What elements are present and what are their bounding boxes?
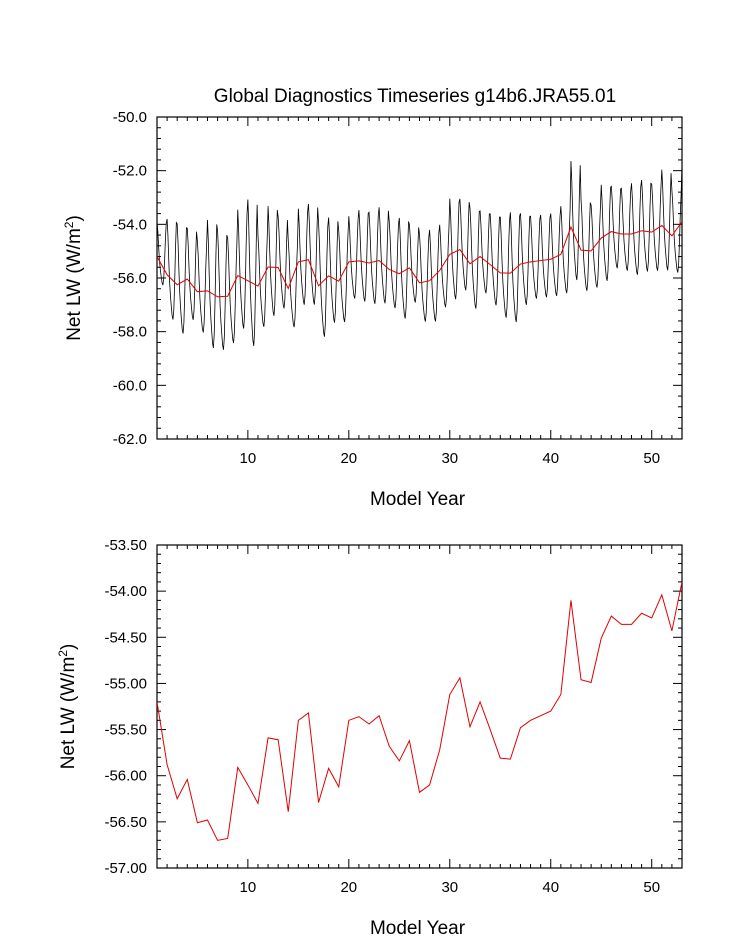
plot-frame bbox=[156, 544, 683, 869]
x-tick-label: 50 bbox=[643, 879, 660, 896]
x-tick-label: 40 bbox=[542, 450, 559, 467]
y-tick-label: -55.50 bbox=[104, 722, 147, 739]
x-tick-label: 50 bbox=[643, 450, 660, 467]
x-tick-label: 40 bbox=[542, 879, 559, 896]
y-axis-label-close: ) bbox=[64, 215, 85, 221]
bottom-panel: 10 20 30 40 50 -57.00 -56.50 -56.00 -55.50 -55.00… bbox=[56, 537, 683, 939]
y-tick-label: -55.00 bbox=[104, 675, 147, 692]
y-axis-label-superscript: 2 bbox=[56, 650, 70, 657]
x-tick-label: 20 bbox=[340, 450, 357, 467]
y-tick-label: -56.00 bbox=[104, 768, 147, 785]
y-tick-label: -56.0 bbox=[113, 270, 147, 287]
y-axis-label-main: Net LW (W/m bbox=[58, 657, 79, 770]
y-tick-label: -52.0 bbox=[113, 163, 147, 180]
x-tick-label: 30 bbox=[441, 450, 458, 467]
monthly-series-line bbox=[157, 161, 682, 350]
y-axis-label: Net LW (W/m2) bbox=[56, 644, 79, 770]
y-axis-label: Net LW (W/m2) bbox=[62, 215, 85, 341]
y-tick-label: -53.50 bbox=[104, 537, 147, 554]
x-axis-label: Model Year bbox=[370, 918, 466, 939]
y-tick-label: -62.0 bbox=[113, 431, 147, 448]
x-tick-label: 20 bbox=[340, 879, 357, 896]
top-panel: 10 20 30 40 50 -62.0 -60.0 -58.0 -56.0 -54.0 -52.0… bbox=[62, 109, 683, 510]
y-tick-label: -54.0 bbox=[113, 216, 147, 233]
y-tick-label: -54.50 bbox=[104, 629, 147, 646]
chart-title: Global Diagnostics Timeseries g14b6.JRA5… bbox=[214, 86, 616, 107]
y-tick-label: -50.0 bbox=[113, 109, 147, 126]
x-tick-label: 10 bbox=[240, 450, 257, 467]
y-axis-label-main: Net LW (W/m bbox=[64, 228, 85, 341]
y-tick-label: -54.00 bbox=[104, 583, 147, 600]
y-tick-label: -57.00 bbox=[104, 860, 147, 877]
y-axis-label-superscript: 2 bbox=[62, 221, 76, 228]
y-axis-label-close: ) bbox=[58, 644, 79, 650]
x-tick-label: 10 bbox=[240, 879, 257, 896]
annual-mean-series-line bbox=[157, 581, 682, 841]
y-tick-label: -56.50 bbox=[104, 814, 147, 831]
x-tick-label: 30 bbox=[441, 879, 458, 896]
y-tick-label: -60.0 bbox=[113, 377, 147, 394]
y-tick-label: -58.0 bbox=[113, 324, 147, 341]
annual-mean-series-line bbox=[157, 221, 682, 298]
x-axis-label: Model Year bbox=[370, 489, 466, 510]
